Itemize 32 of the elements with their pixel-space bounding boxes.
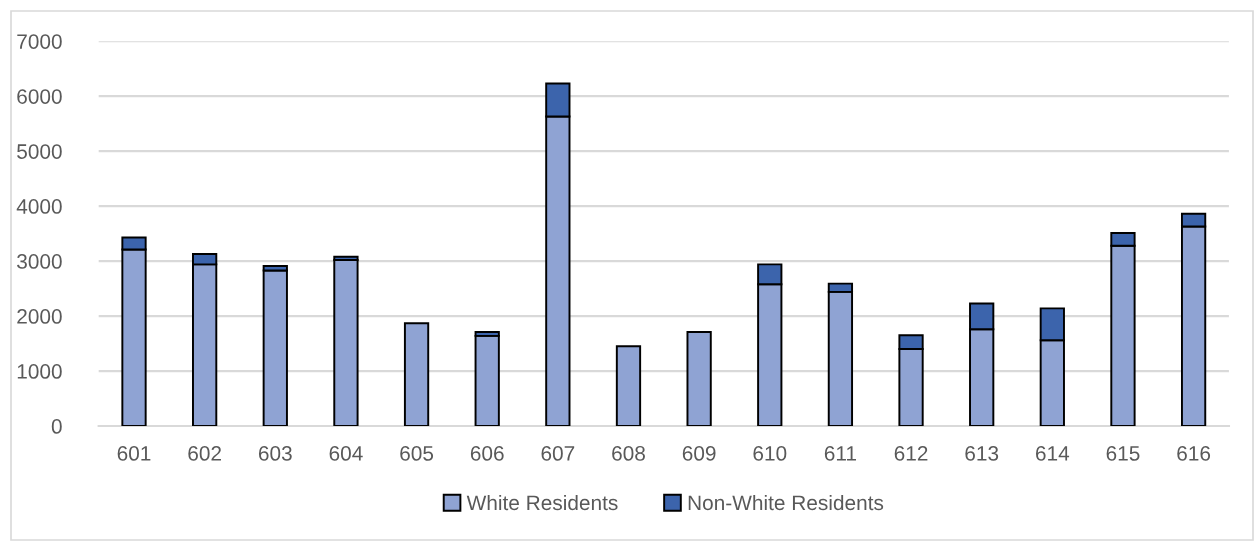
x-tick-label: 610 [753, 446, 787, 461]
y-tick-label: 0 [51, 419, 62, 434]
x-tick-label: 613 [965, 446, 999, 461]
y-tick-label: 6000 [17, 89, 62, 104]
legend-label: White Residents [466, 494, 618, 511]
x-tick-label: 612 [894, 446, 928, 461]
x-tick-label: 608 [612, 446, 645, 461]
y-tick-label: 1000 [17, 364, 62, 379]
y-tick-label: 7000 [17, 34, 62, 49]
x-tick-label: 605 [400, 446, 434, 461]
bar [403, 322, 430, 427]
bar [686, 331, 712, 427]
x-tick-label: 616 [1177, 446, 1211, 461]
x-tick-label: 609 [682, 446, 716, 461]
x-tick-label: 615 [1106, 446, 1140, 461]
y-tick-label: 2000 [17, 309, 62, 324]
x-tick-label: 614 [1036, 446, 1070, 461]
legend-label: Non-White Residents [688, 494, 884, 511]
x-tick-label: 606 [470, 446, 504, 461]
bar [333, 259, 359, 427]
y-tick-label: 3000 [17, 254, 62, 269]
x-tick-label: 602 [188, 446, 221, 461]
y-tick-label: 4000 [16, 199, 62, 214]
x-tick-label: 601 [117, 446, 151, 461]
bar [474, 334, 500, 427]
bar [262, 269, 288, 427]
y-tick-label: 5000 [17, 144, 62, 159]
x-tick-label: 607 [541, 446, 575, 461]
x-tick-label: 604 [329, 446, 363, 461]
x-tick-label: 603 [258, 446, 292, 461]
x-tick-label: 611 [824, 446, 856, 461]
bar [615, 345, 642, 427]
